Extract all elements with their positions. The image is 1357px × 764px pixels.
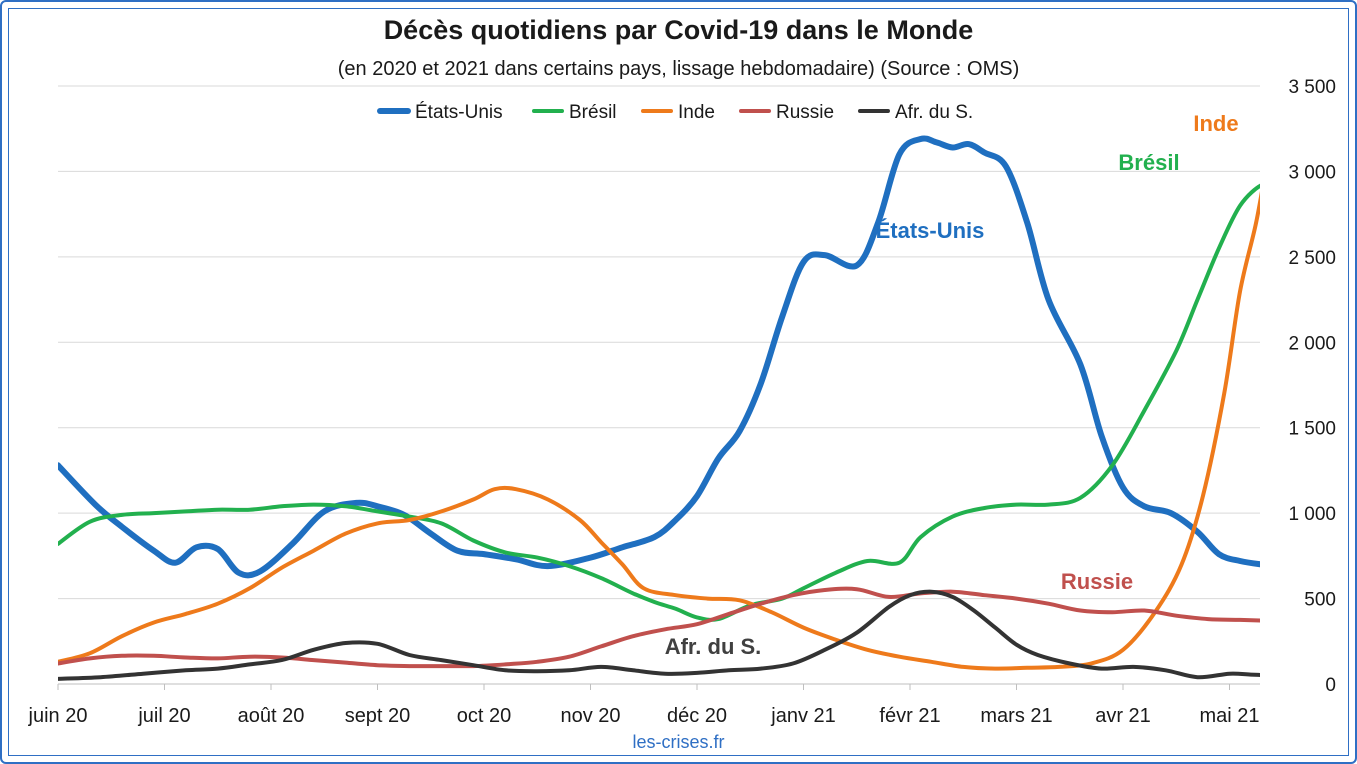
legend-label: Inde (678, 102, 715, 123)
legend-label: États-Unis (415, 102, 503, 123)
series-line (58, 586, 1260, 669)
y-tick-label: 2 000 (1288, 333, 1336, 354)
y-tick-label: 2 500 (1288, 248, 1336, 269)
x-tick-label: nov 20 (560, 705, 620, 727)
legend-label: Brésil (569, 102, 617, 123)
series-label: Afr. du S. (665, 634, 762, 659)
legend-label: Russie (776, 102, 834, 123)
legend-label: Afr. du S. (895, 102, 973, 123)
x-tick-label: mai 21 (1199, 705, 1259, 727)
chart-subtitle: (en 2020 et 2021 dans certains pays, lis… (337, 58, 1020, 80)
y-tick-label: 1 500 (1288, 419, 1336, 440)
series-line (58, 183, 1260, 622)
x-tick-label: mars 21 (980, 705, 1052, 727)
source-credit: les-crises.fr (632, 732, 725, 752)
series-label: Inde (1193, 111, 1238, 136)
chart-title: Décès quotidiens par Covid-19 dans le Mo… (383, 15, 974, 45)
x-tick-label: oct 20 (457, 705, 511, 727)
x-tick-label: déc 20 (667, 705, 727, 727)
x-tick-label: août 20 (238, 705, 305, 727)
series-line (58, 135, 1260, 579)
series-line (58, 190, 1260, 671)
y-tick-label: 1 000 (1288, 504, 1336, 525)
chart-inner-border (8, 8, 1349, 756)
x-tick-label: juil 20 (137, 705, 190, 727)
series-label: Russie (1061, 569, 1133, 594)
x-tick-label: janv 21 (770, 705, 836, 727)
y-tick-label: 500 (1304, 590, 1336, 611)
y-tick-label: 3 500 (1288, 77, 1336, 98)
y-tick-label: 3 000 (1288, 162, 1336, 183)
series-label: Brésil (1118, 150, 1179, 175)
x-tick-label: févr 21 (879, 705, 940, 727)
series-line (58, 589, 1260, 681)
x-tick-label: juin 20 (28, 705, 88, 727)
y-tick-label: 0 (1325, 675, 1336, 696)
series-label: États-Unis (876, 218, 985, 243)
x-tick-label: avr 21 (1095, 705, 1151, 727)
x-tick-label: sept 20 (345, 705, 411, 727)
